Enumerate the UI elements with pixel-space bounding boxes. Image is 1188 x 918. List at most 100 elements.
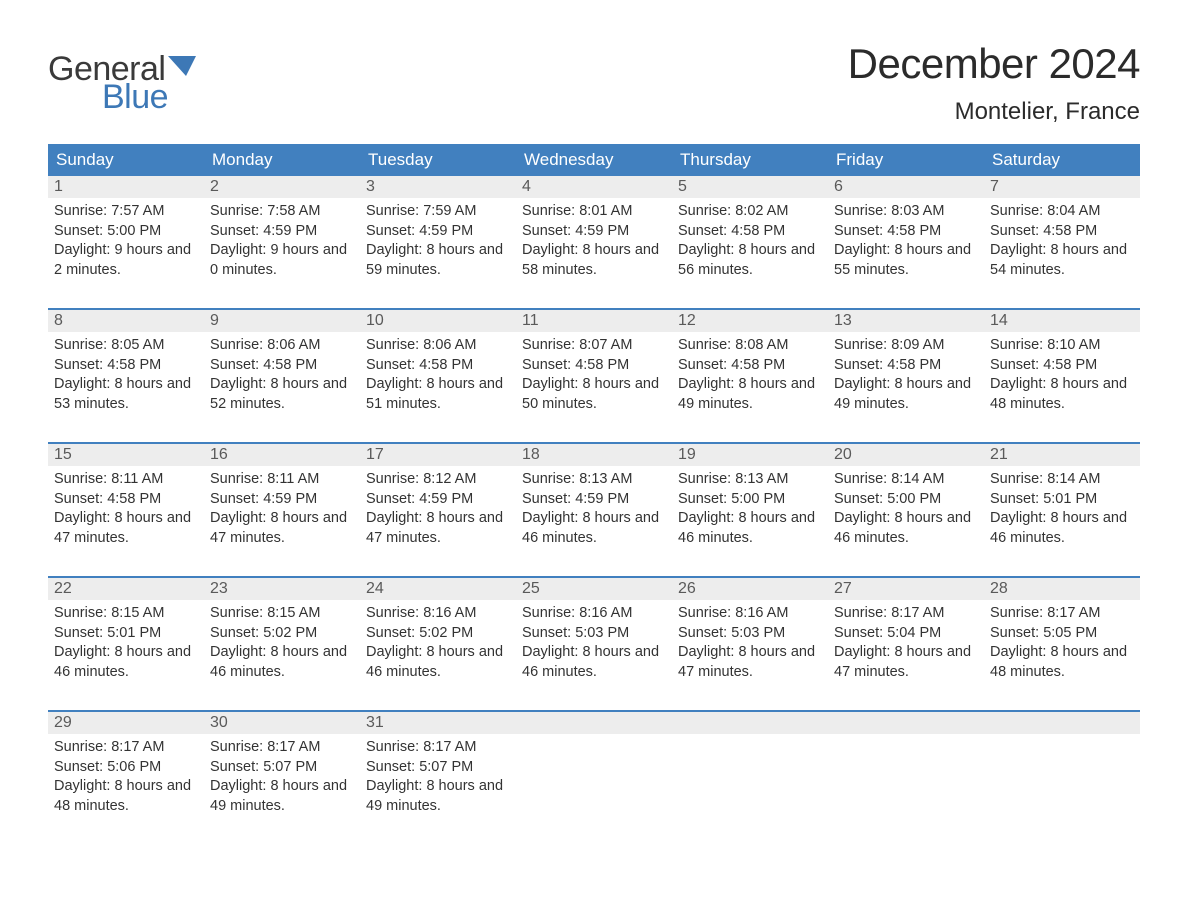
sunset-line: Sunset: 5:04 PM bbox=[834, 624, 978, 644]
sunset-line: Sunset: 4:59 PM bbox=[522, 490, 666, 510]
day-number: 21 bbox=[984, 444, 1140, 466]
day-body: Sunrise: 8:10 AMSunset: 4:58 PMDaylight:… bbox=[984, 332, 1140, 420]
day-body: Sunrise: 8:17 AMSunset: 5:07 PMDaylight:… bbox=[360, 734, 516, 822]
sunrise-line: Sunrise: 8:14 AM bbox=[834, 470, 978, 490]
day-body: Sunrise: 8:16 AMSunset: 5:03 PMDaylight:… bbox=[516, 600, 672, 688]
daylight-line: Daylight: 8 hours and 56 minutes. bbox=[678, 241, 822, 280]
calendar-day: 31Sunrise: 8:17 AMSunset: 5:07 PMDayligh… bbox=[360, 712, 516, 830]
day-number: 2 bbox=[204, 176, 360, 198]
day-number: 16 bbox=[204, 444, 360, 466]
calendar-day: 3Sunrise: 7:59 AMSunset: 4:59 PMDaylight… bbox=[360, 176, 516, 294]
sunrise-line: Sunrise: 7:59 AM bbox=[366, 202, 510, 222]
daylight-line: Daylight: 8 hours and 49 minutes. bbox=[366, 777, 510, 816]
daylight-line: Daylight: 9 hours and 0 minutes. bbox=[210, 241, 354, 280]
sunrise-line: Sunrise: 8:16 AM bbox=[678, 604, 822, 624]
calendar-day: 4Sunrise: 8:01 AMSunset: 4:59 PMDaylight… bbox=[516, 176, 672, 294]
day-body: Sunrise: 8:11 AMSunset: 4:59 PMDaylight:… bbox=[204, 466, 360, 554]
sunrise-line: Sunrise: 8:03 AM bbox=[834, 202, 978, 222]
daylight-line: Daylight: 8 hours and 47 minutes. bbox=[834, 643, 978, 682]
day-body: Sunrise: 8:11 AMSunset: 4:58 PMDaylight:… bbox=[48, 466, 204, 554]
day-body: Sunrise: 8:02 AMSunset: 4:58 PMDaylight:… bbox=[672, 198, 828, 286]
day-number: 18 bbox=[516, 444, 672, 466]
dow-cell: Saturday bbox=[984, 144, 1140, 176]
sunset-line: Sunset: 4:59 PM bbox=[366, 490, 510, 510]
dow-cell: Thursday bbox=[672, 144, 828, 176]
calendar-day: 5Sunrise: 8:02 AMSunset: 4:58 PMDaylight… bbox=[672, 176, 828, 294]
calendar-day: 23Sunrise: 8:15 AMSunset: 5:02 PMDayligh… bbox=[204, 578, 360, 696]
calendar-day bbox=[828, 712, 984, 830]
sunrise-line: Sunrise: 8:16 AM bbox=[366, 604, 510, 624]
day-number: 5 bbox=[672, 176, 828, 198]
daylight-line: Daylight: 8 hours and 49 minutes. bbox=[834, 375, 978, 414]
day-body: Sunrise: 7:57 AMSunset: 5:00 PMDaylight:… bbox=[48, 198, 204, 286]
day-body: Sunrise: 8:05 AMSunset: 4:58 PMDaylight:… bbox=[48, 332, 204, 420]
daylight-line: Daylight: 8 hours and 51 minutes. bbox=[366, 375, 510, 414]
calendar-day bbox=[516, 712, 672, 830]
day-body: Sunrise: 8:13 AMSunset: 5:00 PMDaylight:… bbox=[672, 466, 828, 554]
sunrise-line: Sunrise: 8:11 AM bbox=[210, 470, 354, 490]
sunrise-line: Sunrise: 8:10 AM bbox=[990, 336, 1134, 356]
calendar-day: 6Sunrise: 8:03 AMSunset: 4:58 PMDaylight… bbox=[828, 176, 984, 294]
day-body: Sunrise: 8:07 AMSunset: 4:58 PMDaylight:… bbox=[516, 332, 672, 420]
calendar-day: 29Sunrise: 8:17 AMSunset: 5:06 PMDayligh… bbox=[48, 712, 204, 830]
sunset-line: Sunset: 4:59 PM bbox=[366, 222, 510, 242]
day-body: Sunrise: 8:12 AMSunset: 4:59 PMDaylight:… bbox=[360, 466, 516, 554]
daylight-line: Daylight: 8 hours and 50 minutes. bbox=[522, 375, 666, 414]
day-body: Sunrise: 7:59 AMSunset: 4:59 PMDaylight:… bbox=[360, 198, 516, 286]
day-body: Sunrise: 8:06 AMSunset: 4:58 PMDaylight:… bbox=[204, 332, 360, 420]
day-number bbox=[828, 712, 984, 734]
day-body: Sunrise: 8:14 AMSunset: 5:01 PMDaylight:… bbox=[984, 466, 1140, 554]
calendar-day: 26Sunrise: 8:16 AMSunset: 5:03 PMDayligh… bbox=[672, 578, 828, 696]
day-number: 6 bbox=[828, 176, 984, 198]
calendar-day: 21Sunrise: 8:14 AMSunset: 5:01 PMDayligh… bbox=[984, 444, 1140, 562]
sunset-line: Sunset: 5:06 PM bbox=[54, 758, 198, 778]
daylight-line: Daylight: 8 hours and 53 minutes. bbox=[54, 375, 198, 414]
daylight-line: Daylight: 8 hours and 46 minutes. bbox=[522, 643, 666, 682]
day-number: 3 bbox=[360, 176, 516, 198]
daylight-line: Daylight: 8 hours and 46 minutes. bbox=[366, 643, 510, 682]
sunset-line: Sunset: 5:07 PM bbox=[366, 758, 510, 778]
dow-cell: Wednesday bbox=[516, 144, 672, 176]
day-body: Sunrise: 8:03 AMSunset: 4:58 PMDaylight:… bbox=[828, 198, 984, 286]
daylight-line: Daylight: 8 hours and 48 minutes. bbox=[990, 375, 1134, 414]
day-number: 23 bbox=[204, 578, 360, 600]
sunset-line: Sunset: 4:59 PM bbox=[522, 222, 666, 242]
daylight-line: Daylight: 8 hours and 46 minutes. bbox=[210, 643, 354, 682]
calendar-day: 14Sunrise: 8:10 AMSunset: 4:58 PMDayligh… bbox=[984, 310, 1140, 428]
day-body: Sunrise: 8:01 AMSunset: 4:59 PMDaylight:… bbox=[516, 198, 672, 286]
calendar-day: 11Sunrise: 8:07 AMSunset: 4:58 PMDayligh… bbox=[516, 310, 672, 428]
day-body bbox=[984, 734, 1140, 744]
sunset-line: Sunset: 4:58 PM bbox=[366, 356, 510, 376]
sunset-line: Sunset: 4:58 PM bbox=[834, 356, 978, 376]
sunset-line: Sunset: 4:58 PM bbox=[54, 490, 198, 510]
sunset-line: Sunset: 5:01 PM bbox=[990, 490, 1134, 510]
sunset-line: Sunset: 4:58 PM bbox=[522, 356, 666, 376]
dow-cell: Tuesday bbox=[360, 144, 516, 176]
calendar-day: 19Sunrise: 8:13 AMSunset: 5:00 PMDayligh… bbox=[672, 444, 828, 562]
day-number: 10 bbox=[360, 310, 516, 332]
daylight-line: Daylight: 8 hours and 46 minutes. bbox=[990, 509, 1134, 548]
dow-cell: Friday bbox=[828, 144, 984, 176]
calendar-day: 20Sunrise: 8:14 AMSunset: 5:00 PMDayligh… bbox=[828, 444, 984, 562]
sunrise-line: Sunrise: 8:14 AM bbox=[990, 470, 1134, 490]
day-body: Sunrise: 8:16 AMSunset: 5:03 PMDaylight:… bbox=[672, 600, 828, 688]
day-body: Sunrise: 8:15 AMSunset: 5:02 PMDaylight:… bbox=[204, 600, 360, 688]
day-body: Sunrise: 8:14 AMSunset: 5:00 PMDaylight:… bbox=[828, 466, 984, 554]
daylight-line: Daylight: 9 hours and 2 minutes. bbox=[54, 241, 198, 280]
sunrise-line: Sunrise: 8:04 AM bbox=[990, 202, 1134, 222]
logo-flag-icon bbox=[168, 56, 196, 80]
calendar-day: 7Sunrise: 8:04 AMSunset: 4:58 PMDaylight… bbox=[984, 176, 1140, 294]
day-number: 7 bbox=[984, 176, 1140, 198]
sunrise-line: Sunrise: 8:15 AM bbox=[210, 604, 354, 624]
sunrise-line: Sunrise: 8:06 AM bbox=[210, 336, 354, 356]
sunrise-line: Sunrise: 8:13 AM bbox=[678, 470, 822, 490]
calendar-day: 1Sunrise: 7:57 AMSunset: 5:00 PMDaylight… bbox=[48, 176, 204, 294]
day-number: 8 bbox=[48, 310, 204, 332]
sunrise-line: Sunrise: 8:11 AM bbox=[54, 470, 198, 490]
day-body: Sunrise: 8:17 AMSunset: 5:05 PMDaylight:… bbox=[984, 600, 1140, 688]
daylight-line: Daylight: 8 hours and 48 minutes. bbox=[54, 777, 198, 816]
daylight-line: Daylight: 8 hours and 46 minutes. bbox=[834, 509, 978, 548]
sunset-line: Sunset: 5:00 PM bbox=[834, 490, 978, 510]
day-body: Sunrise: 8:13 AMSunset: 4:59 PMDaylight:… bbox=[516, 466, 672, 554]
sunrise-line: Sunrise: 8:06 AM bbox=[366, 336, 510, 356]
